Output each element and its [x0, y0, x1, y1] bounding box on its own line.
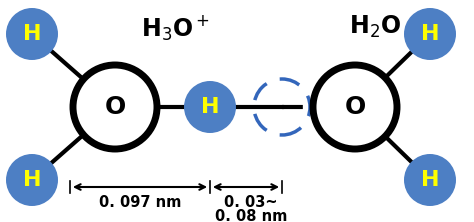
Text: H: H [23, 24, 41, 44]
Circle shape [404, 154, 456, 206]
Text: O: O [104, 95, 126, 119]
Text: H: H [201, 97, 219, 117]
Circle shape [73, 65, 157, 149]
Text: 0. 03~: 0. 03~ [224, 195, 278, 210]
Circle shape [6, 8, 58, 60]
Text: H: H [421, 170, 439, 190]
Circle shape [6, 154, 58, 206]
Text: 0. 097 nm: 0. 097 nm [99, 195, 181, 210]
Text: H: H [23, 170, 41, 190]
Text: 0. 08 nm: 0. 08 nm [215, 209, 287, 222]
Circle shape [313, 65, 397, 149]
Text: H$_3$O$^+$: H$_3$O$^+$ [141, 14, 210, 43]
Circle shape [404, 8, 456, 60]
Text: H$_2$O: H$_2$O [349, 14, 401, 40]
Text: H: H [421, 24, 439, 44]
Text: O: O [345, 95, 365, 119]
Circle shape [184, 81, 236, 133]
